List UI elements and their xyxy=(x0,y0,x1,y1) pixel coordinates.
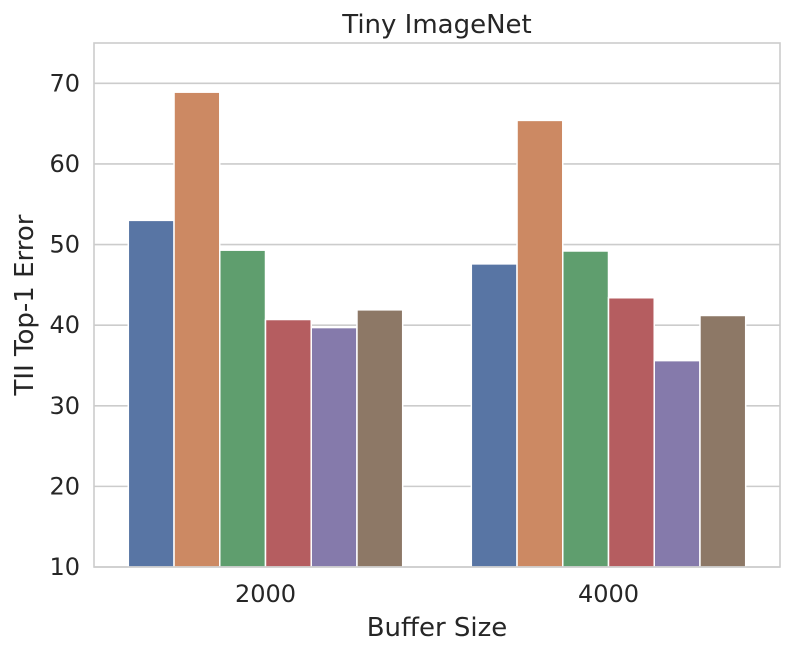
y-tick-label: 70 xyxy=(49,69,80,97)
bar-4000-series-4 xyxy=(607,296,655,568)
x-tick-labels: 2000 4000 xyxy=(235,580,639,608)
chart-title: Tiny ImageNet xyxy=(341,10,532,40)
y-tick-label: 60 xyxy=(49,150,80,178)
bar-4000-series-1 xyxy=(470,263,518,568)
y-tick-label: 50 xyxy=(49,231,80,259)
y-tick-label: 20 xyxy=(49,472,80,500)
x-tick-label: 2000 xyxy=(235,580,296,608)
bar-4000-series-2 xyxy=(516,119,564,568)
bar-2000-series-5 xyxy=(310,326,358,568)
y-tick-label: 30 xyxy=(49,392,80,420)
y-tick-labels: 10 20 30 40 50 60 70 xyxy=(49,69,80,581)
y-tick-label: 40 xyxy=(49,311,80,339)
bar-2000-series-2 xyxy=(173,91,221,568)
bar-2000-series-1 xyxy=(127,219,175,568)
bar-2000-series-6 xyxy=(356,309,404,568)
y-axis-title: TII Top-1 Error xyxy=(10,214,40,396)
x-axis-title: Buffer Size xyxy=(367,613,508,643)
y-tick-label: 10 xyxy=(49,553,80,581)
bar-4000-series-3 xyxy=(562,250,610,568)
bar-4000-series-6 xyxy=(699,314,747,568)
bar-4000-series-5 xyxy=(653,359,701,568)
bar-layer xyxy=(127,91,747,568)
plot-frame xyxy=(93,42,781,568)
bar-2000-series-4 xyxy=(264,318,312,568)
x-tick-label: 4000 xyxy=(578,580,639,608)
bar-2000-series-3 xyxy=(219,249,267,568)
